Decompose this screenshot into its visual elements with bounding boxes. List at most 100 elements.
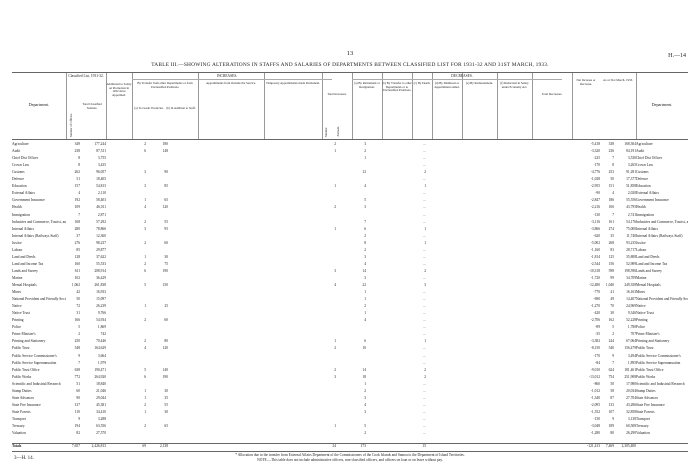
table-row: External Affairs 4 2,110... -90 4 2,020 Extern… bbox=[12, 191, 688, 196]
row-cell-sal: 70,446 bbox=[96, 339, 106, 344]
row-department-right: Land and Deeds bbox=[636, 254, 660, 259]
row-cell-a2: 148 bbox=[162, 149, 168, 154]
row-cell-s2: 24,969 bbox=[626, 304, 636, 309]
row-cell-a1: 1 bbox=[144, 254, 146, 259]
row-department: Transport bbox=[12, 416, 26, 421]
row-cell-r: 4 bbox=[364, 184, 366, 189]
row-cell-n: 1,062 bbox=[71, 283, 80, 287]
totals-transfer-amount: 2,138 bbox=[159, 444, 168, 448]
row-cell-r: 2 bbox=[364, 304, 366, 309]
row-cell-a1: 6 bbox=[144, 149, 146, 154]
row-cell-net: -3,866 bbox=[590, 226, 600, 231]
row-department-right: Labour bbox=[636, 247, 647, 252]
table-row: Scientific and Industrial Research 51 18,8… bbox=[12, 382, 688, 387]
row-department-right: Scientific and Industrial Research bbox=[636, 381, 685, 386]
row-department: State Fire Insurance bbox=[12, 402, 41, 407]
table-row: Government Insurance 192 58,403 1 65 5... -2,8… bbox=[12, 198, 688, 203]
row-cell-a2: 85 bbox=[164, 184, 168, 189]
row-cell-n2: 7 bbox=[612, 212, 614, 217]
row-cell-net: -2,847 bbox=[590, 198, 600, 203]
row-cell-sal: 18,405 bbox=[96, 177, 106, 182]
row-cell-t: 1 bbox=[334, 339, 336, 344]
row-cell-d: ... bbox=[423, 163, 426, 168]
row-cell-s2: 3,530 bbox=[627, 156, 636, 161]
row-cell-a1: 1 bbox=[144, 409, 146, 414]
table-row: Public Service Commissioner's 9 3,664... -1… bbox=[12, 354, 688, 359]
row-cell-r: 4 bbox=[364, 318, 366, 323]
row-cell-n2: 161 bbox=[608, 219, 614, 224]
row-cell-r: 3 bbox=[364, 395, 366, 400]
row-cell-n2: 35 bbox=[610, 233, 614, 238]
row-cell-a1: 2 bbox=[144, 219, 146, 224]
row-cell-sal: 742 bbox=[100, 332, 106, 337]
row-cell-net: -5,002 bbox=[590, 240, 600, 245]
row-cell-s2: 54,176 bbox=[626, 219, 636, 224]
row-cell-d: ... bbox=[423, 261, 426, 266]
row-cell-n: 82 bbox=[76, 431, 80, 436]
row-cell-n: 9 bbox=[78, 353, 80, 358]
row-department: Public Trust bbox=[12, 346, 30, 351]
row-cell-net: -3,048 bbox=[590, 424, 600, 428]
row-cell-sal: 29,877 bbox=[96, 247, 106, 252]
row-department: Scientific and Industrial Research bbox=[12, 381, 61, 386]
row-cell-a1: 2 bbox=[144, 142, 146, 146]
row-cell-a1: 2 bbox=[144, 318, 146, 323]
table-row: Crown Law 8 3,435... -170 8 3,265 Crown Law bbox=[12, 163, 688, 168]
row-department: Public Trust Office bbox=[12, 367, 40, 372]
row-cell-n: 50 bbox=[76, 297, 80, 302]
row-cell-sal: 54,813 bbox=[96, 184, 106, 189]
row-cell-d: 1 bbox=[424, 339, 426, 344]
row-department-right: State Forests bbox=[636, 409, 655, 414]
row-cell-a1: 6 bbox=[144, 374, 146, 379]
row-cell-net: -860 bbox=[593, 381, 600, 386]
row-cell-s2: 60,508 bbox=[626, 424, 636, 428]
row-cell-sal: 46,011 bbox=[96, 205, 106, 210]
row-cell-n: 638 bbox=[74, 367, 80, 372]
row-cell-t: 3 bbox=[334, 268, 336, 273]
row-cell-net: -2,706 bbox=[590, 318, 600, 323]
row-cell-n2: 80 bbox=[610, 431, 614, 436]
row-department-right: Prime Minister's bbox=[636, 332, 660, 337]
row-cell-n: 85 bbox=[76, 247, 80, 252]
row-cell-sal: 37,622 bbox=[96, 254, 106, 259]
amount-col-heading: Amount. bbox=[336, 126, 340, 137]
row-cell-sal: 177,244 bbox=[94, 142, 106, 146]
table-title: TABLE III.—SHOWING ALTERATIONS IN STAFFS… bbox=[151, 62, 549, 68]
row-cell-net: -2,095 bbox=[590, 402, 600, 407]
totals-rule-bottom bbox=[12, 451, 688, 452]
row-cell-a1: 3 bbox=[144, 170, 146, 175]
row-department: Government Insurance bbox=[12, 198, 45, 203]
department-heading: Department. bbox=[28, 102, 50, 107]
row-department-right: Mines bbox=[636, 290, 645, 295]
row-cell-s2: 156,479 bbox=[624, 346, 636, 351]
table-row: State Advances 90 29,044 1 35 3... -1,340 87 27,… bbox=[12, 396, 688, 401]
classified-list-heading: Classified List, 1931-32. bbox=[68, 74, 104, 78]
row-cell-n2: 186 bbox=[608, 198, 614, 203]
row-cell-d: ... bbox=[423, 353, 426, 358]
row-cell-d: ... bbox=[423, 191, 426, 196]
row-cell-r: 5 bbox=[364, 198, 366, 203]
row-cell-n2: 83 bbox=[610, 247, 614, 252]
row-cell-a2: 75 bbox=[164, 261, 168, 266]
row-cell-net: -1,720 bbox=[590, 275, 600, 280]
row-cell-t: 3 bbox=[334, 374, 336, 379]
row-department: Health bbox=[12, 205, 22, 210]
row-cell-t: 1 bbox=[334, 424, 336, 428]
dismissal-heading: (d) By Dismissal or Appointment ended. bbox=[434, 81, 460, 89]
row-cell-sal: 63,556 bbox=[96, 424, 106, 428]
table-row: Public Works 772 264,920 6 190 3 18 2 -13,012 754… bbox=[12, 375, 688, 380]
row-cell-t: 2 bbox=[334, 346, 336, 351]
reduction-heading: (f) Reduction in Salary under Economy Ac… bbox=[500, 81, 529, 89]
row-cell-r: 1 bbox=[364, 156, 366, 161]
row-cell-a1: 5 bbox=[144, 367, 146, 372]
row-department-right: Printing and Stationery bbox=[636, 339, 670, 344]
row-cell-n: 5 bbox=[78, 325, 80, 330]
row-department: External Affairs bbox=[12, 191, 35, 196]
row-cell-s2: 2,020 bbox=[627, 191, 636, 196]
row-cell-d: ... bbox=[423, 360, 426, 365]
row-cell-s2: 52,989 bbox=[626, 261, 636, 266]
row-cell-net: -3,320 bbox=[590, 149, 600, 154]
row-cell-a2: 30 bbox=[164, 409, 168, 414]
table-row: State Forests 110 34,410 1 30 3... -1,552 107 32… bbox=[12, 410, 688, 415]
row-cell-s2: 93,235 bbox=[626, 240, 636, 245]
